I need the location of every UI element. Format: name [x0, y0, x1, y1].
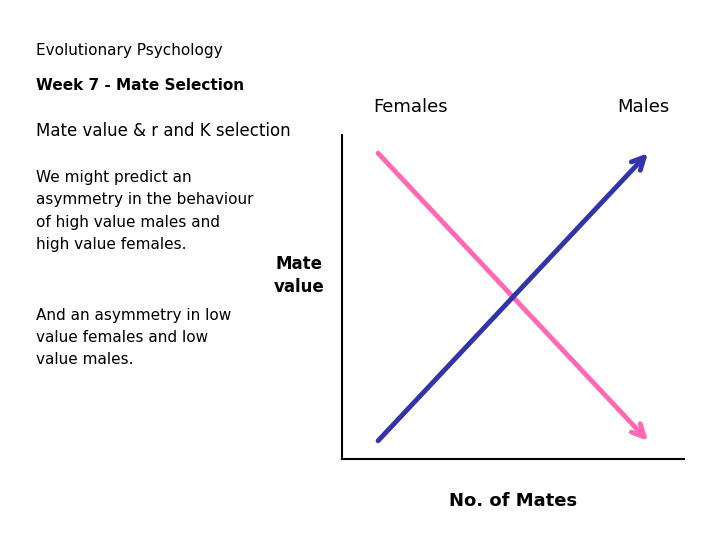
Text: Evolutionary Psychology: Evolutionary Psychology	[36, 43, 222, 58]
Text: No. of Mates: No. of Mates	[449, 492, 577, 510]
Text: Mate value & r and K selection: Mate value & r and K selection	[36, 122, 291, 139]
Text: Males: Males	[617, 98, 669, 116]
Text: Females: Females	[373, 98, 448, 116]
Text: And an asymmetry in low
value females and low
value males.: And an asymmetry in low value females an…	[36, 308, 231, 367]
Text: Week 7 - Mate Selection: Week 7 - Mate Selection	[36, 78, 244, 93]
Text: We might predict an
asymmetry in the behaviour
of high value males and
high valu: We might predict an asymmetry in the beh…	[36, 170, 253, 252]
Text: Mate
value: Mate value	[274, 254, 324, 296]
